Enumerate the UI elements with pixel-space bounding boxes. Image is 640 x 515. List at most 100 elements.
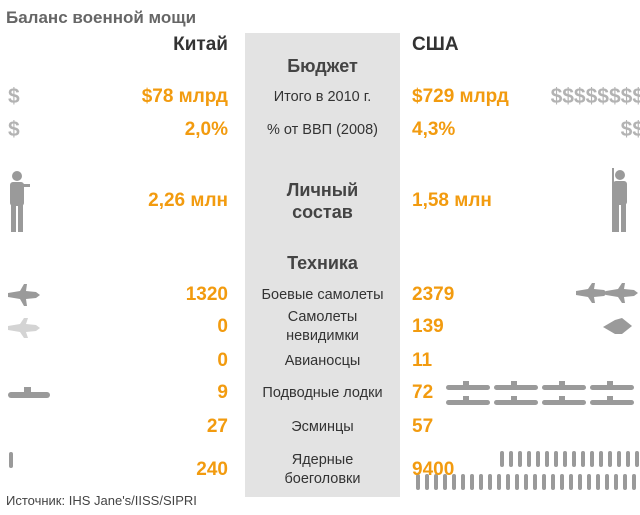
row-label: Ядерные [291,452,354,468]
right-icon: $$$$$$$$ [550,85,640,108]
icon-part [518,451,522,467]
row-label: Самолеты [287,309,358,325]
china-value: 0 [217,316,228,337]
icon-part [635,451,639,467]
column-header: Китай [173,34,228,55]
icon-part [452,474,456,490]
icon-part [605,474,609,490]
china-value: 240 [196,459,228,480]
title: Баланс военной мощи [6,8,197,27]
stealth-icon [603,318,632,334]
soldier-icon [10,171,30,232]
icon-part [545,451,549,467]
icon-part [425,474,429,490]
icon-part [434,474,438,490]
china-value: 9 [217,382,228,403]
china-value: 27 [206,416,228,437]
icon-part [623,474,627,490]
icon-part [572,451,576,467]
icon-part [494,385,538,390]
usa-value: 4,3% [412,119,456,140]
warhead-group [416,451,639,490]
icon-part [590,400,634,405]
icon-part [463,381,469,386]
warhead-icon [9,452,13,468]
china-value: 1320 [185,284,228,305]
icon-part [559,381,565,386]
icon-part [461,474,465,490]
row-label: Боевые самолеты [261,286,384,303]
icon-part [470,474,474,490]
usa-value: 72 [412,382,434,403]
usa-value: 2379 [412,284,455,305]
icon-part [563,451,567,467]
icon-part [569,474,573,490]
icon-part [617,451,621,467]
icon-part [614,474,618,490]
icon-part [536,451,540,467]
usa-value: 9400 [412,459,455,480]
icon-part [559,396,565,401]
icon-part [500,451,504,467]
submarine-icon [8,387,50,398]
icon-part [542,400,586,405]
row-label: боеголовки [284,471,361,487]
section-heading: Техника [287,253,358,273]
icon-part [608,451,612,467]
row-label: Подводные лодки [262,384,383,401]
right-icon: $$ [620,118,640,141]
soldier-icon [612,168,627,232]
icon-part [581,451,585,467]
usa-value: $729 млрд [412,86,509,107]
icon-part [596,474,600,490]
icon-part [494,400,538,405]
plane-icon [606,283,638,303]
icon-part [590,451,594,467]
row-label: невидимки [286,328,359,344]
icon-part [509,451,513,467]
china-value: 2,26 млн [148,190,228,211]
plane-icon [576,283,608,303]
row-label: Итого в 2010 г. [273,88,372,105]
icon-part [551,474,555,490]
icon-part [542,385,586,390]
icon-part [607,396,613,401]
usa-value: 11 [412,350,433,371]
source: Источник: IHS Jane's/IISS/SIPRI [6,493,197,508]
section-heading: Бюджет [287,56,358,76]
china-value: $78 млрд [141,86,228,107]
column-header: США [412,34,459,55]
usa-value: 139 [412,316,444,337]
icon-part [416,474,420,490]
icon-part [488,474,492,490]
icon-part [599,451,603,467]
section-heading: Личный [286,180,359,200]
icon-part [511,381,517,386]
icon-part [479,474,483,490]
icon-part [607,381,613,386]
usa-value: 57 [412,416,434,437]
icon-part [511,396,517,401]
icon-part [554,451,558,467]
left-icon: $ [8,85,20,108]
icon-part [446,385,490,390]
submarine-group [446,381,634,405]
center-band [245,33,400,497]
icon-part [524,474,528,490]
left-icon: $ [8,118,20,141]
icon-part [587,474,591,490]
section-heading: состав [292,202,353,222]
icon-part [515,474,519,490]
icon-part [590,385,634,390]
plane-icon [8,284,40,306]
icon-part [497,474,501,490]
usa-value: 1,58 млн [412,190,492,211]
china-value: 2,0% [184,119,228,140]
icon-part [446,400,490,405]
icon-part [542,474,546,490]
plane-icon [8,318,40,338]
icon-part [443,474,447,490]
icon-part [463,396,469,401]
